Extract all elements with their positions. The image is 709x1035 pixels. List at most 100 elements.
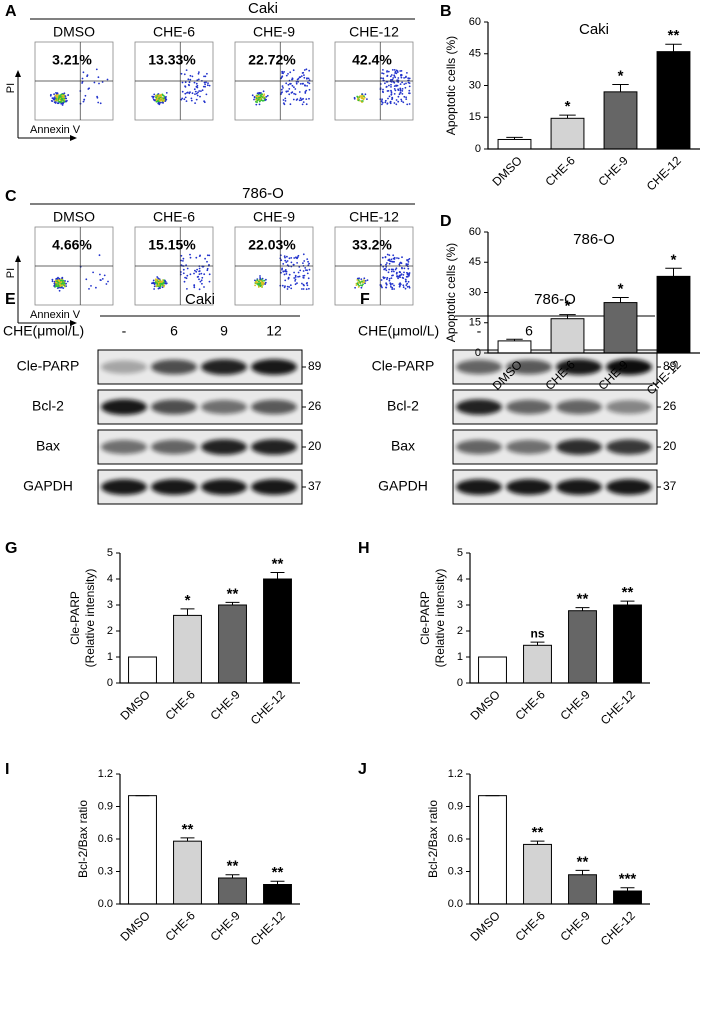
panel-letter: G	[5, 540, 17, 557]
event-dot	[63, 282, 66, 285]
event-dot	[90, 285, 92, 287]
y-tick-label: 45	[469, 256, 481, 268]
event-dot	[53, 97, 56, 100]
event-dot	[406, 72, 408, 74]
event-dot	[308, 287, 310, 290]
y-axis-label: (Relative intensity)	[433, 569, 447, 668]
event-dot	[356, 282, 359, 285]
event-dot	[189, 74, 192, 77]
event-dot	[400, 273, 403, 275]
event-dot	[154, 281, 157, 284]
event-dot	[66, 280, 69, 283]
bar	[478, 795, 507, 905]
bar	[497, 340, 532, 354]
percent-label: 22.03%	[248, 237, 296, 253]
event-dot	[206, 72, 208, 75]
event-dot	[398, 276, 401, 278]
event-dot	[355, 284, 358, 286]
y-tick-label: 0.0	[448, 898, 463, 910]
event-dot	[258, 100, 261, 103]
event-dot	[285, 261, 288, 263]
bar	[613, 890, 642, 905]
event-dot	[399, 271, 402, 274]
event-dot	[190, 97, 193, 100]
event-dot	[308, 88, 311, 91]
event-dot	[302, 283, 305, 286]
event-dot	[257, 282, 260, 285]
x-axis-label: Annexin V	[30, 124, 81, 136]
y-axis-label: PI	[5, 268, 17, 278]
event-dot	[99, 279, 102, 281]
event-dot	[282, 87, 284, 89]
event-dot	[283, 71, 285, 73]
bar	[128, 795, 157, 905]
error-bar	[612, 297, 629, 303]
y-tick-label: 0.0	[98, 898, 113, 910]
event-dot	[159, 284, 162, 287]
event-dot	[194, 90, 197, 93]
event-dot	[255, 95, 258, 98]
x-tick-label: CHE-9	[557, 908, 593, 944]
event-dot	[95, 286, 97, 289]
event-dot	[289, 71, 292, 74]
error-bar	[530, 641, 545, 646]
axes	[119, 553, 300, 684]
dose: -	[122, 323, 127, 339]
event-dot	[62, 281, 64, 284]
event-dot	[264, 281, 267, 284]
panel-letter: D	[440, 213, 452, 230]
event-dot	[388, 260, 391, 262]
event-dot	[58, 289, 61, 292]
error-bar	[530, 840, 545, 845]
event-dot	[390, 81, 393, 83]
band	[606, 439, 652, 455]
event-dot	[296, 282, 298, 284]
event-dot	[298, 266, 301, 268]
band	[101, 439, 147, 455]
mw-label: 20	[663, 439, 677, 453]
dot-cloud	[254, 253, 311, 291]
event-dot	[402, 277, 405, 279]
dot-cloud	[251, 68, 311, 106]
event-dot	[390, 268, 393, 271]
event-dot	[387, 97, 389, 100]
event-dot	[285, 90, 288, 93]
band	[251, 479, 297, 495]
event-dot	[83, 98, 86, 101]
event-dot	[257, 280, 260, 283]
event-dot	[197, 78, 200, 81]
event-dot	[203, 75, 205, 78]
event-dot	[362, 97, 365, 99]
event-dot	[302, 262, 304, 264]
event-dot	[386, 75, 389, 77]
event-dot	[195, 256, 198, 259]
band	[251, 359, 297, 375]
event-dot	[405, 284, 408, 286]
event-dot	[199, 280, 202, 283]
event-dot	[407, 267, 410, 270]
event-dot	[354, 286, 356, 289]
event-dot	[193, 272, 195, 275]
dot-cloud	[354, 253, 411, 290]
event-dot	[401, 93, 404, 95]
event-dot	[98, 82, 100, 85]
event-dot	[201, 89, 204, 92]
band	[606, 400, 652, 414]
event-dot	[296, 78, 299, 81]
event-dot	[390, 83, 392, 86]
event-dot	[160, 281, 163, 283]
event-dot	[182, 268, 185, 271]
event-dot	[394, 76, 397, 79]
event-dot	[186, 288, 188, 290]
event-dot	[260, 95, 263, 98]
error-bar	[575, 869, 590, 875]
event-dot	[380, 279, 383, 281]
bar	[173, 840, 202, 905]
event-dot	[205, 93, 208, 96]
chart-title: Caki	[579, 21, 609, 38]
x-tick-label: CHE-6	[162, 687, 198, 723]
axes	[487, 232, 700, 354]
error-bar	[180, 837, 195, 842]
event-dot	[53, 284, 56, 287]
band	[201, 399, 247, 415]
